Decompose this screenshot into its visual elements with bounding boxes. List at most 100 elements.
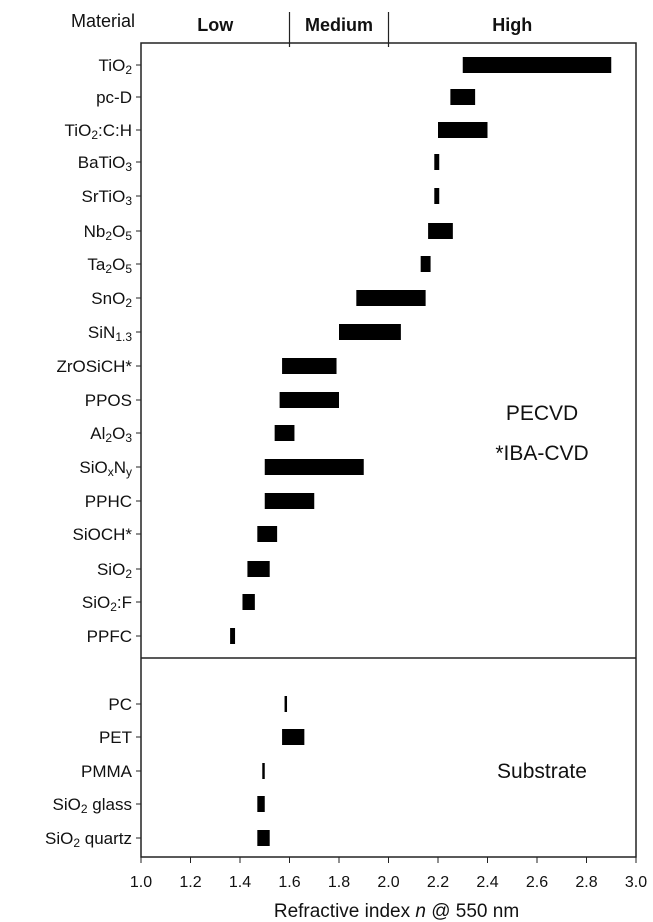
category-label: SiO2 [97, 560, 132, 581]
category-label-part: x [108, 465, 114, 479]
category-label-part: TiO [99, 56, 126, 75]
category-label-part: 5 [125, 262, 132, 276]
category-label: SiO2:F [82, 593, 132, 614]
bar [339, 324, 401, 340]
category-label: SiN1.3 [88, 323, 132, 344]
x-axis-title-part: @ 550 nm [426, 901, 519, 922]
bar [356, 290, 426, 306]
category-label: ZrOSiCH* [56, 357, 132, 376]
category-label: Ta2O5 [87, 255, 132, 276]
x-tick-label: 1.4 [229, 874, 251, 891]
category-label: PPOS [85, 391, 132, 410]
category-label-part: 3 [125, 431, 132, 445]
category-label-part: SiO [82, 593, 110, 612]
bar [434, 188, 440, 204]
bar [230, 628, 236, 644]
category-label-part: PPOS [85, 391, 132, 410]
category-label-part: PPFC [87, 627, 132, 646]
bar [257, 830, 270, 846]
x-axis-title-symbol: n [415, 901, 426, 922]
category-label: PET [99, 728, 132, 747]
x-axis-title-part: Refractive index [274, 901, 416, 922]
x-axis-title: Refractive index n @ 550 nm [274, 901, 519, 922]
region-label-high: High [492, 15, 532, 35]
bar [428, 223, 453, 239]
bar [438, 122, 488, 138]
category-label-part: SnO [91, 289, 125, 308]
x-tick-label: 1.6 [278, 874, 300, 891]
category-label-part: SiOCH* [72, 525, 132, 544]
category-label-part: :F [117, 593, 132, 612]
category-label-part: 2 [125, 567, 132, 581]
x-tick-label: 2.2 [427, 874, 449, 891]
category-label-part: Ta [87, 255, 106, 274]
category-label: PPHC [85, 492, 132, 511]
bar [264, 493, 315, 509]
bar [279, 392, 339, 408]
category-label: TiO2 [99, 56, 133, 77]
category-label-part: 2 [125, 63, 132, 77]
bar [284, 696, 288, 712]
category-label-part: SiN [88, 323, 115, 342]
category-label: BaTiO3 [78, 153, 133, 174]
category-label-part: PPHC [85, 492, 132, 511]
category-label-part: ZrOSiCH* [56, 357, 132, 376]
x-tick-label: 2.4 [476, 874, 498, 891]
category-label: SiO2 quartz [45, 829, 132, 850]
x-tick-label: 1.8 [328, 874, 350, 891]
x-tick-label: 2.0 [377, 874, 399, 891]
category-label-part: 1.3 [115, 330, 132, 344]
x-tick-label: 2.8 [575, 874, 597, 891]
x-tick-label: 2.6 [526, 874, 548, 891]
category-label-part: SrTiO [82, 187, 126, 206]
category-label: PMMA [81, 762, 133, 781]
category-label-part: O [112, 255, 125, 274]
category-label: SrTiO3 [82, 187, 133, 208]
bar [262, 763, 265, 779]
category-label: SnO2 [91, 289, 132, 310]
category-label: SiOCH* [72, 525, 132, 544]
category-label-part: glass [88, 795, 132, 814]
x-tick-label: 1.0 [130, 874, 152, 891]
category-label-part: 3 [125, 160, 132, 174]
x-tick-label: 1.2 [179, 874, 201, 891]
category-label-part: 2 [105, 229, 112, 243]
category-label-part: SiO [45, 829, 73, 848]
category-label-part: PET [99, 728, 132, 747]
category-label-part: TiO [65, 121, 92, 140]
bar [247, 561, 270, 577]
category-label-part: O [112, 424, 125, 443]
category-label: Al2O3 [90, 424, 132, 445]
region-label-medium: Medium [305, 15, 373, 35]
bar [420, 256, 431, 272]
category-label: SiOxNy [79, 458, 132, 479]
category-label-part: quartz [80, 829, 132, 848]
category-label-part: 2 [110, 600, 117, 614]
category-label-part: 3 [125, 194, 132, 208]
header-label: Material [71, 11, 135, 31]
bar [282, 358, 337, 374]
bar [257, 526, 278, 542]
group-annotation: PECVD [506, 402, 578, 425]
bar [462, 57, 612, 73]
category-label-part: PC [108, 695, 132, 714]
bar [434, 154, 440, 170]
category-label: PC [108, 695, 132, 714]
category-label-part: 2 [81, 802, 88, 816]
group-annotation: *IBA-CVD [495, 442, 588, 465]
category-label-part: O [112, 222, 125, 241]
category-label: TiO2:C:H [65, 121, 132, 142]
bar [450, 89, 476, 105]
category-label-part: 2 [125, 296, 132, 310]
category-label-part: SiO [79, 458, 107, 477]
group-annotation: Substrate [497, 760, 587, 783]
category-label-part: SiO [97, 560, 125, 579]
x-tick-label: 3.0 [625, 874, 647, 891]
category-label-part: Al [90, 424, 105, 443]
category-label-part: 2 [105, 262, 112, 276]
category-label-part: SiO [53, 795, 81, 814]
category-label-part: pc-D [96, 88, 132, 107]
bar [257, 796, 265, 812]
category-label: Nb2O5 [84, 222, 133, 243]
